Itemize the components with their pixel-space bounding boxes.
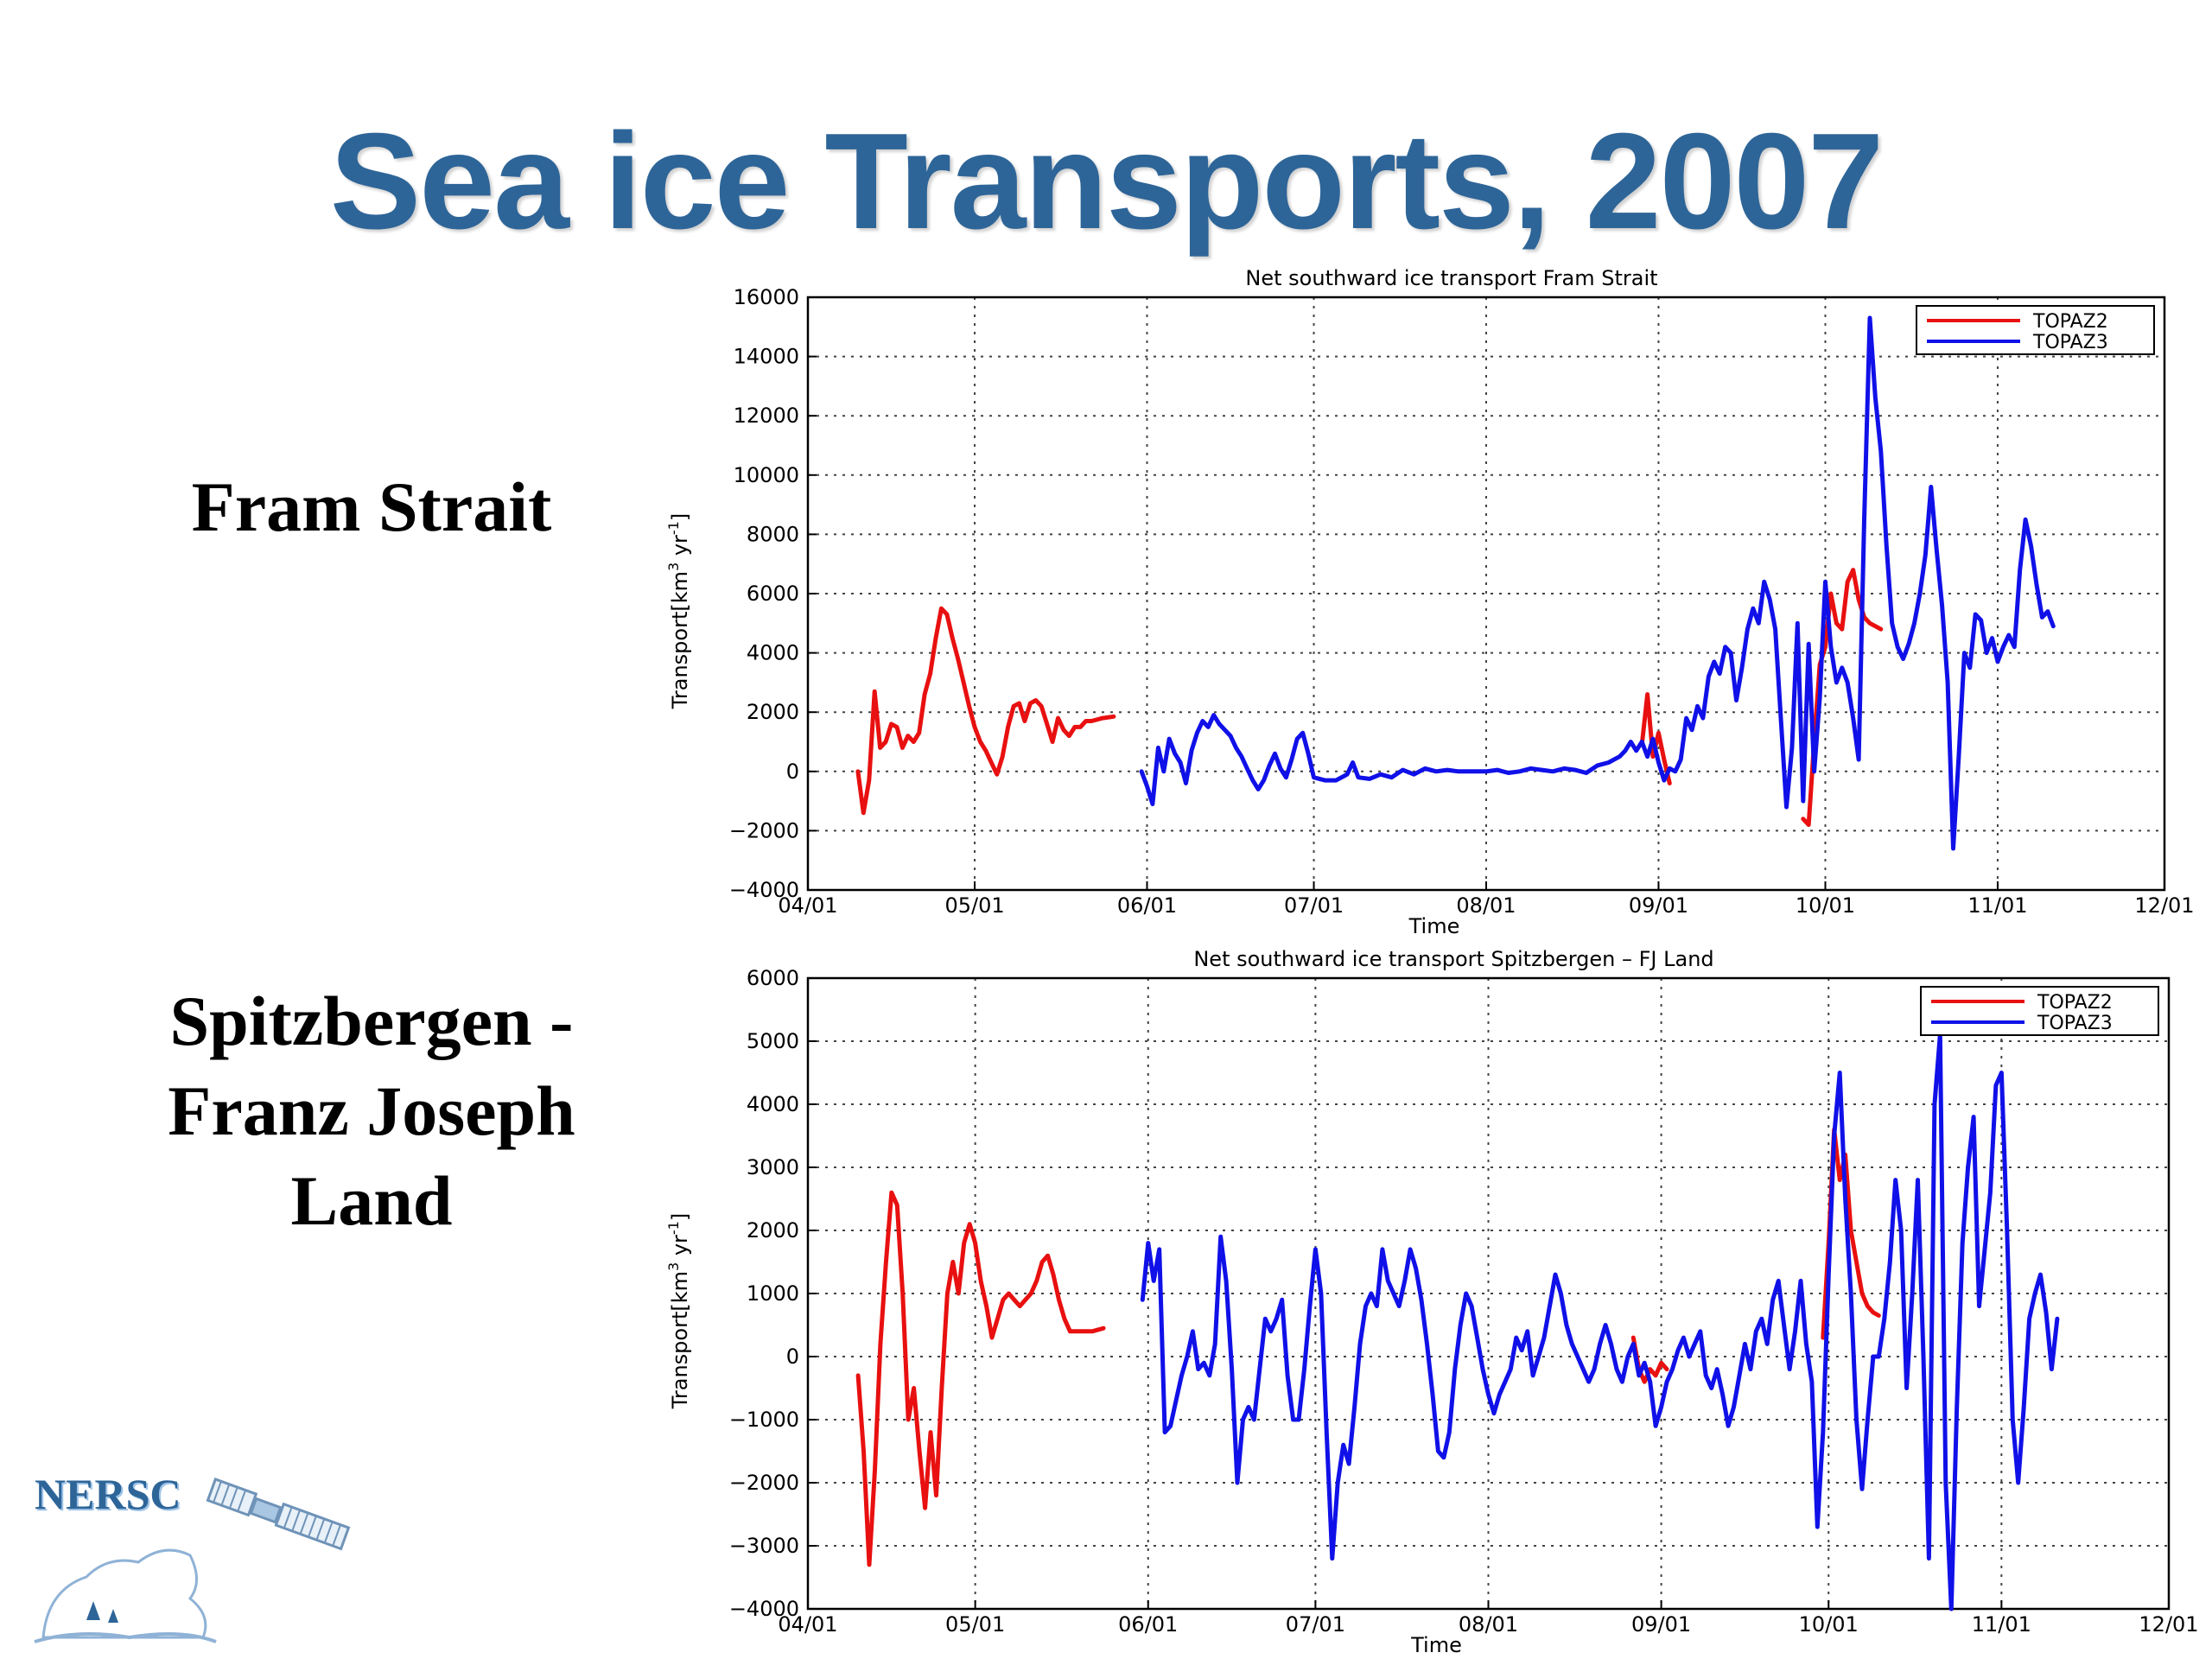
chart2-group: 04/01 05/01 06/01 07/01 08/01 09/01 10/01 11/01… <box>665 947 2199 1657</box>
chart1-x-tick-label: 09/01 <box>1629 893 1688 918</box>
chart2-y-tick-label: 2000 <box>747 1218 799 1243</box>
chart1-x-axis-label: Time <box>1408 914 1460 938</box>
chart1-series-topaz2-line <box>855 606 1116 816</box>
chart1-y-tick-label: 2000 <box>747 700 799 724</box>
chart2-legend <box>1920 986 2159 1036</box>
chart1-y-tick-label: −4000 <box>729 878 799 902</box>
chart1-legend-label-topaz2: TOPAZ2 <box>2032 311 2108 333</box>
chart2-y-tick-label: −2000 <box>729 1471 799 1495</box>
chart2-legend-label-topaz3: TOPAZ3 <box>2037 1013 2113 1034</box>
chart1-y-tick-label: 0 <box>786 760 799 784</box>
chart1-y-tick-label: 16000 <box>734 285 799 309</box>
chart1-legend-label-topaz3: TOPAZ3 <box>2032 332 2108 353</box>
chart2-x-tick-label: 10/01 <box>1799 1612 1859 1637</box>
chart1-x-tick-label: 05/01 <box>944 893 1004 918</box>
chart1-legend <box>1916 305 2155 355</box>
chart1-y-tick-label: 8000 <box>747 522 799 546</box>
chart1-series-topaz3-line <box>1139 315 2056 851</box>
chart1-y-tick-label: 6000 <box>747 582 799 606</box>
chart2-y-tick-label: 3000 <box>747 1155 799 1179</box>
label-spitzbergen-line-3: Land <box>290 1161 453 1240</box>
chart2-x-tick-label: 11/01 <box>1972 1612 2031 1637</box>
chart1-series-topaz2-line <box>1801 568 1884 827</box>
chart2-y-tick-label: 6000 <box>747 966 799 990</box>
chart2-y-tick-label: 5000 <box>747 1029 799 1053</box>
chart2-x-tick-label: 08/01 <box>1459 1612 1518 1637</box>
chart1-y-tick-label: 12000 <box>734 404 799 428</box>
chart2-x-tick-label: 04/01 <box>778 1612 837 1637</box>
chart2-x-tick-label: 05/01 <box>945 1612 1005 1637</box>
chart1-x-tick-label: 11/01 <box>1967 893 2027 918</box>
chart2-y-tick-label: −3000 <box>729 1534 799 1558</box>
nersc-logo <box>34 1478 351 1643</box>
chart2-legend-label-topaz2: TOPAZ2 <box>2037 992 2113 1014</box>
chart1-y-tick-label: −2000 <box>729 818 799 842</box>
chart2-title: Net southward ice transport Spitzbergen … <box>1193 947 1713 971</box>
chart2-y-tick-label: −1000 <box>729 1408 799 1432</box>
chart1-y-tick-label: 10000 <box>734 463 799 487</box>
chart2-x-tick-label: 12/01 <box>2139 1612 2198 1637</box>
chart2-x-tick-label: 07/01 <box>1286 1612 1345 1637</box>
chart2-series-topaz2-line <box>855 1190 1106 1567</box>
chart1-y-axis-label: Transport[km3 yr-1] <box>665 513 692 709</box>
chart2-y-tick-label: 4000 <box>747 1092 799 1116</box>
chart2-x-tick-label: 06/01 <box>1118 1612 1178 1637</box>
chart1-x-tick-label: 04/01 <box>778 893 837 918</box>
chart1-title: Net southward ice transport Fram Strait <box>1245 266 1657 290</box>
polar-bear-icon <box>34 1548 217 1643</box>
chart2-series-topaz3-line <box>1140 1033 2060 1611</box>
chart2-y-tick-label: 0 <box>786 1344 799 1369</box>
chart1-y-tick-label: 4000 <box>747 641 799 665</box>
chart2-x-axis-label: Time <box>1410 1633 1462 1657</box>
chart1-x-tick-label: 10/01 <box>1796 893 1855 918</box>
chart2-y-tick-label: −4000 <box>729 1597 799 1621</box>
satellite-icon <box>206 1478 351 1551</box>
label-spitzbergen-line-1: Spitzbergen - <box>169 982 574 1060</box>
label-spitzbergen-line-2: Franz Joseph <box>168 1071 575 1150</box>
label-fram-strait: Fram Strait <box>191 467 552 546</box>
nersc-logo-text: NERSC <box>35 1470 181 1518</box>
chart1-group: 04/01 05/01 06/01 07/01 08/01 09/01 10/01 11/01… <box>665 266 2195 938</box>
chart1-x-tick-label: 07/01 <box>1284 893 1344 918</box>
chart1-x-tick-label: 06/01 <box>1117 893 1177 918</box>
slide-title: Sea ice Transports, 2007 <box>329 105 1884 257</box>
chart2-x-tick-label: 09/01 <box>1631 1612 1691 1637</box>
chart1-x-tick-label: 08/01 <box>1456 893 1516 918</box>
chart1-y-tick-label: 14000 <box>734 345 799 369</box>
chart2-y-tick-label: 1000 <box>747 1281 799 1306</box>
label-spitzbergen: Spitzbergen - Franz Joseph Land <box>112 976 631 1246</box>
chart1-x-tick-label: 12/01 <box>2134 893 2194 918</box>
chart2-y-axis-label: Transport[km3 yr-1] <box>665 1213 692 1409</box>
